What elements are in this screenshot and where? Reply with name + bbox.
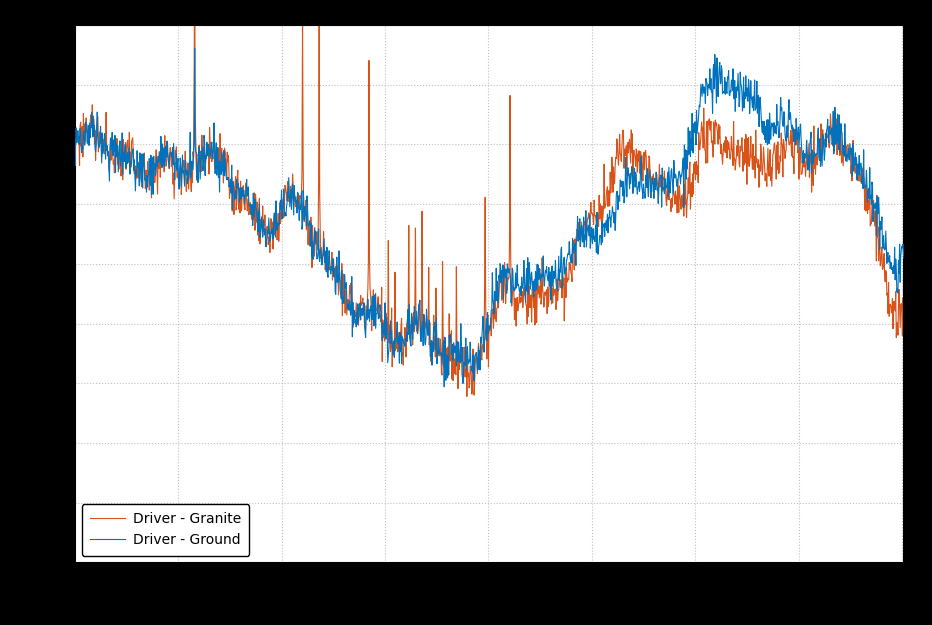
Driver - Ground bbox=[439, 333, 450, 341]
Legend: Driver - Granite, Driver - Ground: Driver - Granite, Driver - Ground bbox=[81, 504, 250, 556]
Driver - Ground bbox=[542, 274, 554, 282]
Driver - Ground bbox=[421, 317, 432, 324]
Driver - Ground bbox=[69, 144, 80, 151]
Driver - Granite bbox=[542, 283, 554, 291]
Line: Driver - Ground: Driver - Ground bbox=[75, 48, 904, 387]
Driver - Granite bbox=[439, 363, 450, 371]
Driver - Ground bbox=[189, 44, 200, 52]
Driver - Granite bbox=[167, 165, 178, 172]
Driver - Granite bbox=[454, 366, 465, 373]
Line: Driver - Granite: Driver - Granite bbox=[75, 0, 904, 396]
Driver - Granite bbox=[898, 296, 910, 304]
Driver - Granite bbox=[133, 159, 144, 166]
Driver - Ground bbox=[898, 254, 910, 262]
Driver - Granite bbox=[421, 322, 432, 329]
Driver - Ground bbox=[133, 164, 144, 171]
Driver - Ground bbox=[167, 144, 178, 151]
Driver - Granite bbox=[461, 392, 473, 400]
Driver - Ground bbox=[439, 383, 450, 391]
Driver - Ground bbox=[454, 351, 465, 359]
Driver - Granite bbox=[69, 151, 80, 158]
